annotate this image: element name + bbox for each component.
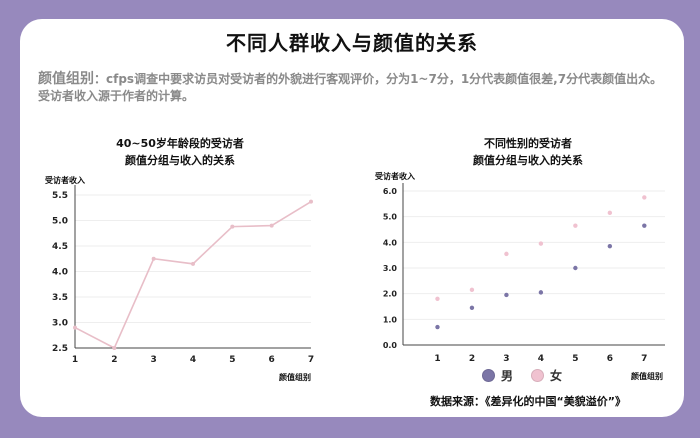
legend-label-male: 男 xyxy=(501,369,514,383)
scatter-chart-y-tick: 1.0 xyxy=(383,315,398,324)
line-chart-point xyxy=(269,223,274,228)
legend-item-male: 男 xyxy=(482,367,513,384)
description: 颜值组别：cfps调查中要求访员对受访者的外貌进行客观评价，分为1~7分，1分代… xyxy=(38,71,668,105)
scatter-point-male xyxy=(469,305,475,310)
scatter-chart-y-tick: 6.0 xyxy=(383,187,398,196)
scatter-point-female xyxy=(435,296,440,301)
scatter-chart-x-axis-label: 颜值组别 xyxy=(631,371,663,381)
scatter-point-male xyxy=(607,243,613,249)
legend-item-female: 女 xyxy=(531,367,562,384)
scatter-point-male xyxy=(538,290,544,295)
scatter-chart-y-tick: 3.0 xyxy=(383,264,398,273)
card: 不同人群收入与颜值的关系 颜值组别：cfps调查中要求访员对受访者的外貌进行客观… xyxy=(20,19,684,417)
line-chart-point xyxy=(309,199,313,204)
scatter-chart-y-tick: 5.0 xyxy=(383,213,398,222)
description-text-1: ：cfps调查中要求访员对受访者的外貌进行客观评价，分为1~7分，1分代表颜值很… xyxy=(94,72,663,86)
line-chart-title-line1: 40~50岁年龄段的受访者 xyxy=(116,137,244,150)
line-chart-title-line2: 颜值分组与收入的关系 xyxy=(125,154,235,167)
legend-label-female: 女 xyxy=(550,369,563,383)
line-chart-point xyxy=(151,256,156,261)
line-chart-y-tick: 4.5 xyxy=(52,242,68,252)
scatter-chart-x-tick: 6 xyxy=(607,354,613,364)
page-title: 不同人群收入与颜值的关系 xyxy=(226,31,478,55)
line-chart-x-tick: 1 xyxy=(72,355,78,365)
scatter-chart-title-line1: 不同性别的受访者 xyxy=(484,137,572,150)
line-chart-x-tick: 7 xyxy=(308,355,314,365)
line-chart-point xyxy=(73,325,77,330)
line-chart-point xyxy=(230,224,235,229)
line-chart-x-tick: 4 xyxy=(190,355,196,365)
scatter-point-male xyxy=(642,223,647,228)
scatter-chart-y-tick: 0.0 xyxy=(383,341,398,350)
scatter-chart-x-tick: 5 xyxy=(572,354,578,364)
scatter-chart-x-tick: 1 xyxy=(434,354,440,364)
scatter-point-male xyxy=(573,265,578,271)
scatter-chart-y-axis-label: 受访者收入 xyxy=(375,171,415,181)
line-chart-y-tick: 5.0 xyxy=(52,217,68,227)
scatter-point-female xyxy=(607,210,613,216)
line-chart-x-tick: 2 xyxy=(111,355,117,365)
scatter-point-female xyxy=(573,223,578,228)
line-chart-point xyxy=(191,261,195,266)
scatter-point-female xyxy=(642,195,647,200)
scatter-point-female xyxy=(538,241,544,246)
scatter-point-female xyxy=(504,251,509,257)
line-chart-y-tick: 5.5 xyxy=(52,191,68,201)
scatter-point-female xyxy=(469,287,475,293)
legend-marker-male xyxy=(482,369,495,382)
scatter-chart-y-tick: 2.0 xyxy=(383,290,398,299)
line-chart-y-tick: 3.5 xyxy=(52,293,68,303)
line-chart-title: 40~50岁年龄段的受访者 颜值分组与收入的关系 xyxy=(60,135,300,169)
scatter-chart-x-tick: 2 xyxy=(469,354,475,364)
description-text-2: 受访者收入源于作者的计算。 xyxy=(38,89,195,103)
scatter-point-male xyxy=(435,324,440,330)
line-chart-y-tick: 3.0 xyxy=(52,319,68,329)
source-note: 数据来源：《差异化的中国“美貌溢价”》 xyxy=(430,395,626,408)
description-key: 颜值组别 xyxy=(38,71,94,87)
scatter-chart-title: 不同性别的受访者 颜值分组与收入的关系 xyxy=(408,135,648,169)
scatter-chart-x-tick: 3 xyxy=(503,354,509,364)
scatter-chart-y-tick: 4.0 xyxy=(383,238,398,247)
line-chart-x-tick: 6 xyxy=(269,355,275,365)
line-chart-point xyxy=(112,346,117,350)
line-chart-y-axis-label: 受访者收入 xyxy=(45,175,85,185)
line-chart-y-tick: 2.5 xyxy=(52,344,68,354)
scatter-point-male xyxy=(504,292,509,298)
scatter-chart-title-line2: 颜值分组与收入的关系 xyxy=(473,154,583,167)
line-chart-x-tick: 5 xyxy=(229,355,235,365)
line-chart-x-tick: 3 xyxy=(151,355,157,365)
scatter-chart-x-tick: 4 xyxy=(538,354,544,364)
scatter-legend: 男 女 xyxy=(482,367,562,384)
line-chart-x-axis-label: 颜值组别 xyxy=(279,372,311,382)
scatter-chart-x-tick: 7 xyxy=(641,354,647,364)
line-chart-y-tick: 4.0 xyxy=(52,268,68,278)
legend-marker-female xyxy=(531,369,545,382)
